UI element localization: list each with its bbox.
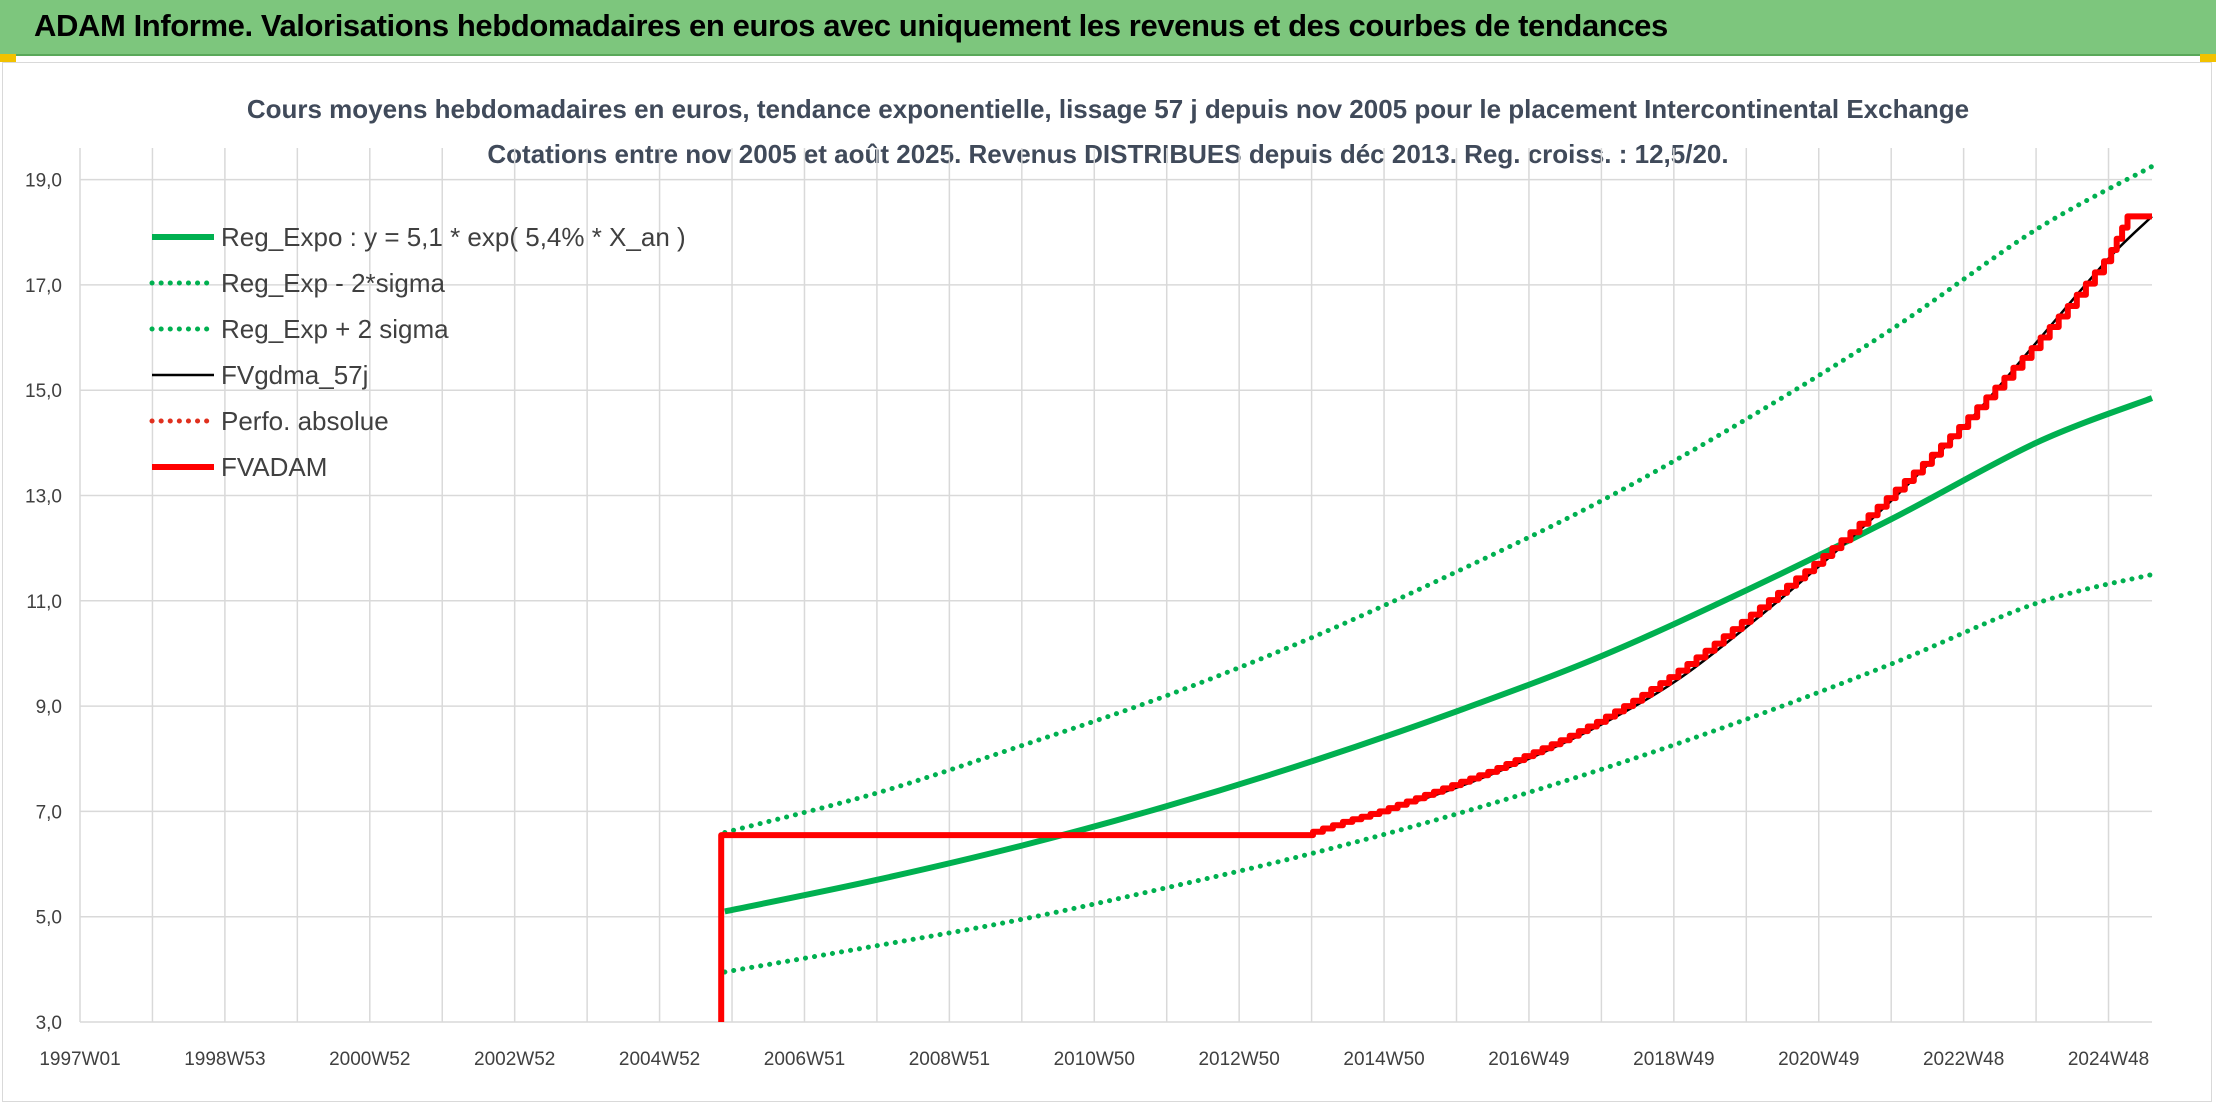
legend-label: Reg_Exp - 2*sigma [221,268,446,298]
x-tick-label: 2018W49 [1633,1049,1714,1070]
reg-exp-minus-2sigma-line [722,572,2155,975]
x-tick-label: 2020W49 [1778,1049,1859,1070]
y-tick-label: 7,0 [36,802,62,823]
legend-label: Reg_Expo : y = 5,1 * exp( 5,4% * X_an ) [221,222,686,252]
chart-frame [2,62,2212,1102]
legend-label: FVgdma_57j [221,360,368,390]
legend-item-reg-exp-minus: Reg_Exp - 2*sigma [149,268,446,298]
legend-item-fvadam: FVADAM [152,452,327,482]
y-tick-label: 13,0 [25,486,62,507]
fvadam-line [718,213,2153,1022]
chart-subtitle: Cotations entre nov 2005 et août 2025. R… [487,139,1728,169]
x-tick-label: 1998W53 [184,1049,265,1070]
x-tick-label: 2024W48 [2068,1049,2149,1070]
x-tick-label: 1997W01 [39,1049,120,1070]
x-tick-label: 2004W52 [619,1049,700,1070]
series-lines [718,163,2155,1022]
fvgdma-57j-line [1311,215,2153,834]
y-tick-label: 3,0 [36,1013,62,1034]
corner-marker-right [2200,54,2216,62]
corner-marker-left [0,54,16,62]
chart-title: Cours moyens hebdomadaires en euros, ten… [247,94,1969,124]
legend-label: FVADAM [221,452,327,482]
report-title: ADAM Informe. Valorisations hebdomadaire… [34,8,1668,43]
x-tick-label: 2006W51 [764,1049,845,1070]
legend-item-fvgdma: FVgdma_57j [152,360,368,390]
legend-item-reg-expo: Reg_Expo : y = 5,1 * exp( 5,4% * X_an ) [152,222,686,252]
y-tick-label: 11,0 [26,592,62,613]
y-tick-label: 17,0 [25,276,62,297]
x-tick-label: 2000W52 [329,1049,410,1070]
grid [79,148,2152,1023]
y-tick-label: 15,0 [25,381,62,402]
x-tick-label: 2008W51 [909,1049,990,1070]
legend-label: Perfo. absolue [221,406,389,436]
x-tick-label: 2014W50 [1343,1049,1424,1070]
x-tick-label: 2002W52 [474,1049,555,1070]
y-tick-label: 5,0 [36,908,62,929]
x-tick-label: 2012W50 [1198,1049,1279,1070]
reg-exp-plus-2sigma-line [722,163,2155,835]
legend-item-reg-exp-plus: Reg_Exp + 2 sigma [149,314,449,344]
axis-labels: 3,0 5,0 7,0 9,0 11,0 13,0 15,0 17,0 19,0 1997W01 1… [25,171,2149,1070]
x-tick-label: 2016W49 [1488,1049,1569,1070]
reg-expo-line [724,395,2154,915]
x-tick-label: 2022W48 [1923,1049,2004,1070]
y-tick-label: 19,0 [25,171,62,192]
legend-label: Reg_Exp + 2 sigma [221,314,449,344]
report-banner: ADAM Informe. Valorisations hebdomadaire… [0,0,2216,56]
legend-item-perfo: Perfo. absolue [149,406,389,436]
legend: Reg_Expo : y = 5,1 * exp( 5,4% * X_an ) R… [149,222,686,482]
y-tick-label: 9,0 [36,697,62,718]
x-tick-label: 2010W50 [1054,1049,1135,1070]
